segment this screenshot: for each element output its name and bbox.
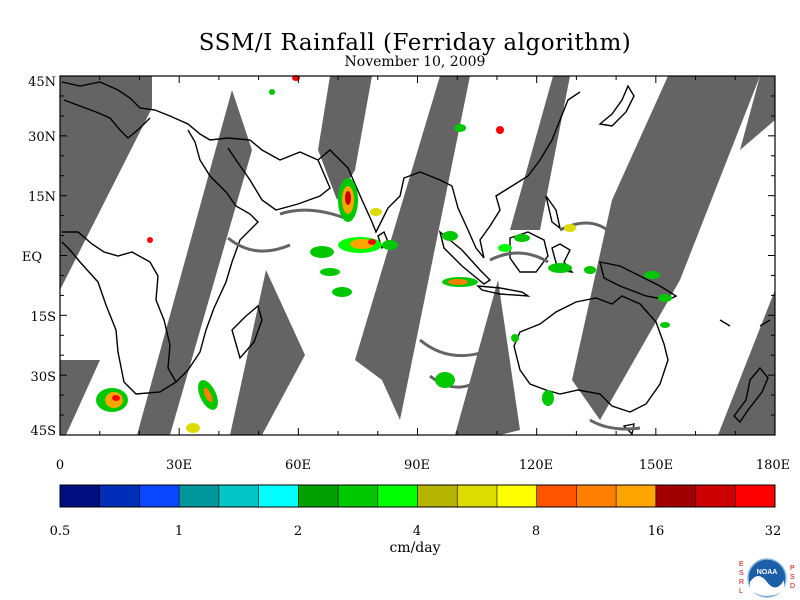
colorbar-tick-label: 32 bbox=[765, 524, 782, 539]
lon-label: 150E bbox=[639, 458, 673, 473]
swath-8 bbox=[572, 76, 760, 420]
logo-center-text: NOAA bbox=[757, 569, 778, 576]
lat-label: 30N bbox=[28, 130, 56, 145]
new-zealand bbox=[733, 366, 769, 424]
madagascar bbox=[231, 304, 263, 360]
map-title: SSM/I Rainfall (Ferriday algorithm) bbox=[198, 30, 632, 56]
japan bbox=[598, 84, 635, 127]
lat-label: 45N bbox=[28, 75, 56, 90]
arabia-coast bbox=[227, 137, 331, 211]
swath-4 bbox=[318, 76, 372, 200]
colorbar-tick-label: 16 bbox=[648, 524, 665, 539]
colorbar-tick-label: 0.5 bbox=[50, 524, 71, 539]
lon-labels: 0 30E 60E 90E 120E 150E 180E bbox=[56, 458, 790, 473]
colorbar-tick-label: 1 bbox=[175, 524, 183, 539]
colorbar-tick-label: 2 bbox=[294, 524, 302, 539]
swath-1b bbox=[60, 360, 100, 435]
sumatra bbox=[438, 230, 492, 285]
colorbar-swatch bbox=[536, 485, 577, 507]
noaa-logo-icon: NOAA E S R L P S D bbox=[739, 558, 795, 598]
swath-5 bbox=[355, 76, 470, 420]
lon-label: 90E bbox=[404, 458, 430, 473]
colorbar-swatch bbox=[496, 485, 538, 507]
se-asia-coast bbox=[451, 91, 581, 259]
lat-label: 45S bbox=[31, 424, 56, 439]
borneo bbox=[509, 231, 549, 273]
logo-right-s: S bbox=[790, 574, 795, 581]
australia-coast bbox=[513, 295, 669, 413]
colorbar-swatch bbox=[655, 485, 697, 507]
colorbar-swatch bbox=[695, 485, 736, 507]
colorbar-swatch bbox=[139, 485, 180, 507]
colorbar-swatch bbox=[735, 485, 776, 507]
no-data-swaths bbox=[60, 76, 775, 435]
colorbar-swatch bbox=[457, 485, 498, 507]
colorbar-swatch bbox=[576, 485, 617, 507]
swath-10 bbox=[740, 76, 775, 150]
map-date: November 10, 2009 bbox=[344, 54, 486, 70]
mediterranean-coast bbox=[61, 81, 229, 141]
colorbar-swatch bbox=[218, 485, 260, 507]
colorbar-swatch bbox=[298, 485, 339, 507]
india-coast bbox=[317, 149, 453, 234]
map-ticks bbox=[59, 75, 776, 436]
colorbar-swatch bbox=[99, 485, 140, 507]
lon-label: 0 bbox=[56, 458, 64, 473]
africa-coast bbox=[61, 231, 177, 395]
lon-label: 120E bbox=[519, 458, 553, 473]
logo-right-d: D bbox=[790, 583, 795, 590]
swath-3 bbox=[230, 270, 305, 435]
lon-label: 180E bbox=[756, 458, 790, 473]
colorbar-unit: cm/day bbox=[389, 540, 441, 556]
colorbar-swatch bbox=[616, 485, 657, 507]
rainfall-cells bbox=[96, 75, 672, 433]
colorbar-swatch bbox=[417, 485, 458, 507]
logo-left-r: R bbox=[739, 579, 744, 586]
lon-label: 60E bbox=[285, 458, 311, 473]
swath-2 bbox=[137, 90, 252, 435]
swath-6 bbox=[455, 280, 520, 435]
colorbar-tick-label: 4 bbox=[413, 524, 421, 539]
europe-coast bbox=[63, 99, 151, 139]
lat-label: 15N bbox=[28, 190, 56, 205]
lat-label: EQ bbox=[22, 250, 42, 265]
colorbar-swatch bbox=[258, 485, 299, 507]
lat-label: 30S bbox=[31, 370, 56, 385]
swath-7 bbox=[510, 76, 570, 230]
lat-label: 15S bbox=[31, 310, 56, 325]
colorbar-swatch bbox=[377, 485, 418, 507]
lon-label: 30E bbox=[166, 458, 192, 473]
java bbox=[476, 285, 531, 297]
africa-east bbox=[175, 129, 259, 383]
colorbar-labels: 0.5 1 2 4 8 16 32 bbox=[50, 524, 782, 539]
logo-left-s: S bbox=[739, 570, 744, 577]
colorbar-swatch bbox=[179, 485, 220, 507]
logo-left-l: L bbox=[739, 588, 743, 595]
philippines bbox=[545, 195, 562, 230]
logo-left-e: E bbox=[739, 561, 744, 568]
coastlines bbox=[61, 81, 771, 436]
colorbar-swatch bbox=[60, 485, 101, 507]
colorbar-swatch bbox=[338, 485, 379, 507]
logo-right-p: P bbox=[790, 565, 795, 572]
colorbar bbox=[59, 484, 776, 508]
lat-labels: 45N 30N 15N EQ 15S 30S 45S bbox=[22, 75, 56, 439]
colorbar-tick-label: 8 bbox=[532, 524, 540, 539]
pacific-islands bbox=[719, 319, 771, 327]
